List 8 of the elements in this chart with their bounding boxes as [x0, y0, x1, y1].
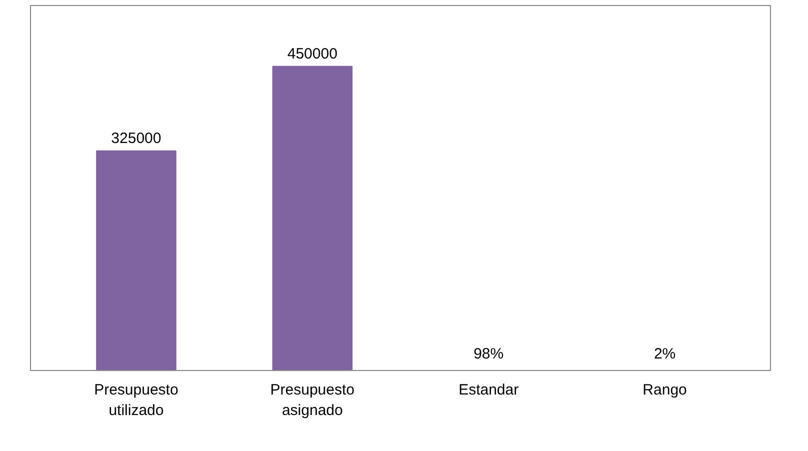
data-label: 450000	[287, 45, 338, 62]
x-tick-label: Presupuesto utilizado	[94, 382, 178, 419]
x-tick-label: Estandar	[458, 382, 519, 398]
data-label: 325000	[111, 130, 162, 147]
data-label: 98%	[474, 346, 504, 362]
x-tick-label: Rango	[642, 382, 687, 398]
data-label: 2%	[654, 346, 676, 362]
x-tick-label: Presupuesto asignado	[270, 382, 355, 419]
